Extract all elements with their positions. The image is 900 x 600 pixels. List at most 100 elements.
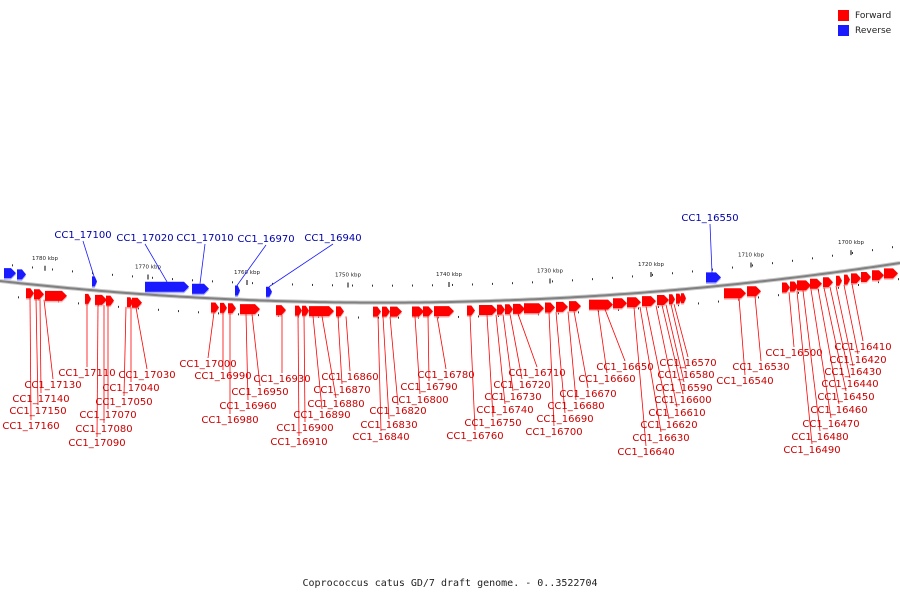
gene-label-forward: CC1_16950 [231, 387, 288, 398]
gene-label-forward: CC1_16800 [391, 395, 448, 406]
minor-tick [552, 280, 553, 283]
legend: Forward Reverse [838, 8, 891, 38]
forward-gene [106, 295, 114, 306]
leader-line [810, 289, 832, 419]
minor-tick [732, 266, 733, 269]
forward-gene [85, 293, 91, 304]
gene-label-forward: CC1_17140 [12, 394, 69, 405]
forward-gene [676, 293, 682, 304]
minor-tick [378, 316, 379, 319]
gene-label-forward: CC1_16650 [596, 362, 653, 373]
forward-gene [34, 289, 44, 300]
leader-line [29, 298, 32, 421]
minor-tick [18, 296, 19, 299]
minor-tick [578, 311, 579, 314]
minor-tick [452, 283, 453, 286]
forward-gene [211, 302, 219, 313]
minor-tick [612, 276, 613, 279]
gene-label-forward: CC1_16410 [834, 342, 891, 353]
backbone-line [0, 261, 900, 304]
leader-line [207, 312, 215, 359]
gene-label-forward: CC1_16730 [484, 392, 541, 403]
leader-line [633, 307, 647, 447]
gene-label-forward: CC1_16680 [547, 401, 604, 412]
forward-gene [836, 275, 842, 286]
forward-gene [228, 303, 236, 314]
gene-label-forward: CC1_16530 [732, 362, 789, 373]
leader-line [377, 316, 382, 432]
forward-gene [613, 298, 627, 309]
forward-gene [872, 270, 884, 281]
leader-line [199, 243, 206, 284]
leader-line [414, 316, 421, 395]
scale-label: 1710 kbp [738, 253, 764, 259]
leader-line [96, 304, 99, 438]
forward-gene [513, 303, 525, 314]
leader-line [135, 307, 148, 370]
forward-gene [790, 281, 798, 292]
minor-tick [798, 291, 799, 294]
leader-line [823, 287, 847, 392]
minor-tick [592, 278, 593, 281]
gene-label-forward: CC1_16780 [417, 370, 474, 381]
reverse-swatch [838, 25, 849, 36]
gene-label-forward: CC1_16860 [321, 372, 378, 383]
minor-tick [772, 262, 773, 265]
gene-label-forward: CC1_16930 [253, 374, 310, 385]
leader-line [236, 244, 267, 286]
leader-line [389, 316, 399, 406]
minor-tick [212, 280, 213, 283]
leader-line [495, 314, 506, 405]
minor-tick [138, 307, 139, 310]
forward-gene [657, 294, 669, 305]
legend-item-reverse: Reverse [838, 23, 891, 38]
gene-label-forward: CC1_17130 [24, 380, 81, 391]
minor-tick [872, 249, 873, 252]
gene-label-forward: CC1_16900 [276, 423, 333, 434]
gene-label-forward: CC1_16450 [817, 392, 874, 403]
leader-line [251, 314, 261, 387]
legend-label-reverse: Reverse [855, 25, 892, 36]
minor-tick [272, 282, 273, 285]
forward-gene [434, 306, 454, 317]
minor-tick [372, 284, 373, 287]
gene-label-reverse: CC1_17020 [116, 233, 173, 244]
minor-tick [232, 281, 233, 284]
leader-line [555, 312, 566, 414]
leader-line [303, 315, 306, 423]
reverse-gene [706, 272, 721, 283]
leader-line [573, 311, 589, 389]
minor-tick [778, 294, 779, 297]
minor-tick [878, 281, 879, 284]
gene-label-forward: CC1_16480 [791, 432, 848, 443]
gene-label-reverse: CC1_17010 [176, 233, 233, 244]
forward-gene [412, 306, 424, 317]
minor-tick [758, 296, 759, 299]
leader-line [788, 292, 795, 348]
leader-line [645, 306, 670, 420]
gene-label-forward: CC1_16640 [617, 447, 674, 458]
minor-tick [792, 259, 793, 262]
forward-gene [276, 305, 286, 316]
forward-gene [782, 282, 790, 293]
minor-tick [532, 281, 533, 284]
leader-line [597, 309, 608, 374]
gene-label-forward: CC1_17090 [68, 438, 125, 449]
leader-line [427, 316, 430, 382]
scale-label: 1730 kbp [537, 268, 563, 274]
gene-label-forward: CC1_16660 [578, 374, 635, 385]
leader-line [321, 316, 337, 399]
gene-label-forward: CC1_16910 [270, 437, 327, 448]
minor-tick [12, 264, 13, 267]
leader-line [144, 243, 168, 282]
gene-label-forward: CC1_17000 [179, 359, 236, 370]
leader-line [123, 306, 127, 397]
gene-label-forward: CC1_16610 [648, 408, 705, 419]
minor-tick [32, 266, 33, 269]
forward-gene [26, 288, 34, 299]
leader-line [548, 312, 555, 427]
minor-tick [478, 315, 479, 318]
forward-gene [132, 297, 142, 308]
minor-tick [258, 314, 259, 317]
